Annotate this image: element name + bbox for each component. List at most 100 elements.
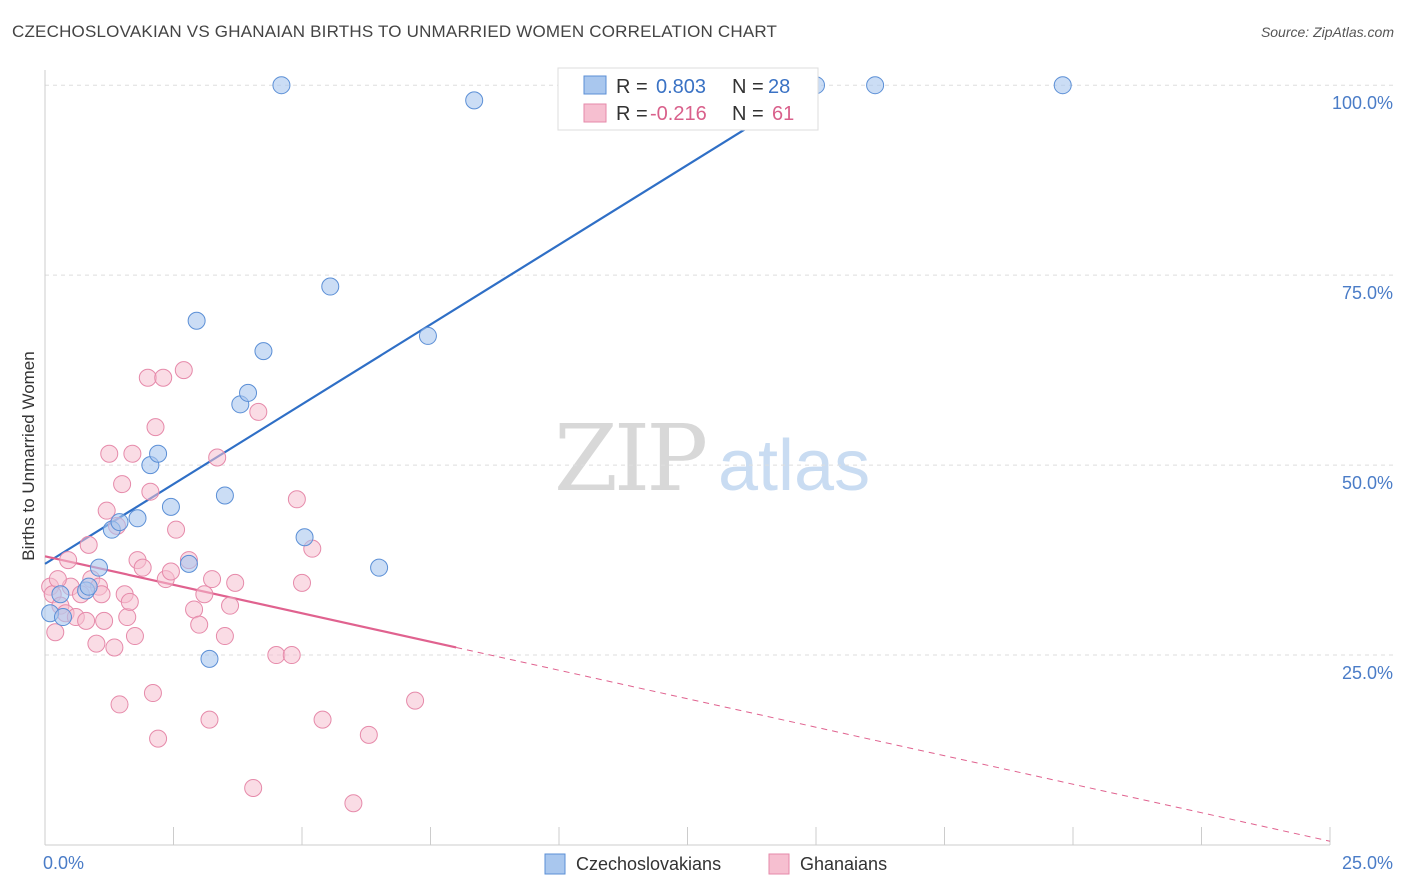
point-ghanaians <box>123 444 142 463</box>
y-tick-label: 75.0% <box>1342 283 1393 303</box>
point-ghanaians <box>293 573 311 592</box>
point-czechoslovakians <box>254 342 273 361</box>
point-czechoslovakians <box>149 444 168 463</box>
trend-line-ghanaians-extrapolated <box>456 646 1331 842</box>
point-ghanaians <box>185 600 204 619</box>
point-czechoslovakians <box>370 558 389 577</box>
legend-r-label-1: R = <box>616 76 648 98</box>
point-ghanaians <box>221 596 240 615</box>
point-ghanaians <box>167 520 186 539</box>
point-ghanaians <box>143 684 162 703</box>
legend-swatch-blue <box>583 75 607 95</box>
point-ghanaians <box>146 418 165 437</box>
y-tick-label: 25.0% <box>1342 663 1393 683</box>
point-ghanaians <box>118 608 137 627</box>
point-ghanaians <box>120 592 139 611</box>
point-ghanaians <box>105 638 124 657</box>
legend-n-value-2: 61 <box>772 103 794 125</box>
legend-swatch-czechoslovakians <box>544 853 566 875</box>
point-czechoslovakians <box>161 497 180 516</box>
point-ghanaians <box>110 695 129 714</box>
source-credit: Source: ZipAtlas.com <box>1260 24 1394 40</box>
point-czechoslovakians <box>187 311 206 330</box>
x-tick-label-max: 25.0% <box>1342 853 1393 873</box>
legend-label-czechoslovakians: Czechoslovakians <box>576 854 721 874</box>
legend-n-value-1: 28 <box>768 76 790 98</box>
point-ghanaians <box>282 646 301 665</box>
point-ghanaians <box>313 710 332 729</box>
point-ghanaians <box>77 611 96 630</box>
trend-line-ghanaians <box>44 555 457 649</box>
trend-lines <box>44 84 1331 842</box>
x-tick-labels: 0.0% 25.0% <box>43 853 1393 873</box>
point-ghanaians <box>87 634 106 653</box>
point-ghanaians <box>267 646 286 665</box>
point-czechoslovakians <box>89 558 108 577</box>
stats-legend: R = 0.803 N = 28 R = -0.216 N = 61 <box>557 67 819 131</box>
point-czechoslovakians <box>110 513 129 532</box>
watermark-atlas: atlas <box>718 426 870 506</box>
point-ghanaians <box>79 535 98 554</box>
axes <box>44 70 1331 846</box>
point-czechoslovakians <box>272 76 291 95</box>
legend-n-label-2: N = <box>732 103 764 125</box>
x-tick-label-min: 0.0% <box>43 853 84 873</box>
point-czechoslovakians <box>866 76 885 95</box>
point-ghanaians <box>215 627 234 646</box>
point-ghanaians <box>46 623 65 642</box>
point-czechoslovakians <box>128 509 147 528</box>
legend-r-label-2: R = <box>616 103 648 125</box>
point-czechoslovakians <box>215 486 234 505</box>
legend-r-value-2: -0.216 <box>650 103 707 125</box>
y-axis-label: Births to Unmarried Women <box>19 351 38 560</box>
point-czechoslovakians <box>321 277 340 296</box>
y-tick-label: 50.0% <box>1342 473 1393 493</box>
point-ghanaians <box>406 691 425 710</box>
legend-r-value-1: 0.803 <box>656 76 706 98</box>
legend-n-label-1: N = <box>732 76 764 98</box>
point-czechoslovakians <box>239 383 258 402</box>
legend-swatch-ghanaians <box>768 853 790 875</box>
point-czechoslovakians <box>418 326 437 345</box>
point-ghanaians <box>59 551 78 570</box>
point-czechoslovakians <box>179 554 198 573</box>
point-czechoslovakians <box>200 649 219 668</box>
point-czechoslovakians <box>295 528 314 547</box>
point-ghanaians <box>249 402 268 421</box>
point-ghanaians <box>208 448 227 467</box>
point-ghanaians <box>344 794 363 813</box>
legend-label-ghanaians: Ghanaians <box>800 854 887 874</box>
y-tick-label: 100.0% <box>1332 93 1393 113</box>
point-ghanaians <box>97 501 116 520</box>
trend-line-czechoslovakians <box>44 84 817 565</box>
point-ghanaians <box>154 368 173 387</box>
point-ghanaians <box>195 585 214 604</box>
point-ghanaians <box>359 725 378 744</box>
gridlines <box>45 84 1395 656</box>
point-czechoslovakians <box>53 608 72 627</box>
point-czechoslovakians <box>1053 76 1072 95</box>
series-legend: Czechoslovakians Ghanaians <box>544 853 887 875</box>
watermark-zip: ZIP <box>554 405 705 512</box>
point-ghanaians <box>287 490 306 509</box>
point-czechoslovakians <box>79 577 98 596</box>
point-ghanaians <box>113 475 132 494</box>
point-czechoslovakians <box>51 585 70 604</box>
point-ghanaians <box>244 779 263 798</box>
point-ghanaians <box>138 368 157 387</box>
point-czechoslovakians <box>465 91 484 110</box>
point-ghanaians <box>190 615 209 634</box>
point-ghanaians <box>95 611 114 630</box>
point-ghanaians <box>149 729 168 748</box>
point-ghanaians <box>125 627 144 646</box>
point-ghanaians <box>100 444 119 463</box>
point-ghanaians <box>203 570 222 589</box>
point-ghanaians <box>141 482 160 501</box>
point-ghanaians <box>133 558 152 577</box>
y-tick-labels: 25.0% 50.0% 75.0% 100.0% <box>1332 93 1393 683</box>
legend-swatch-pink <box>583 103 607 123</box>
point-ghanaians <box>226 573 245 592</box>
point-ghanaians <box>174 361 193 380</box>
point-ghanaians <box>161 562 180 581</box>
